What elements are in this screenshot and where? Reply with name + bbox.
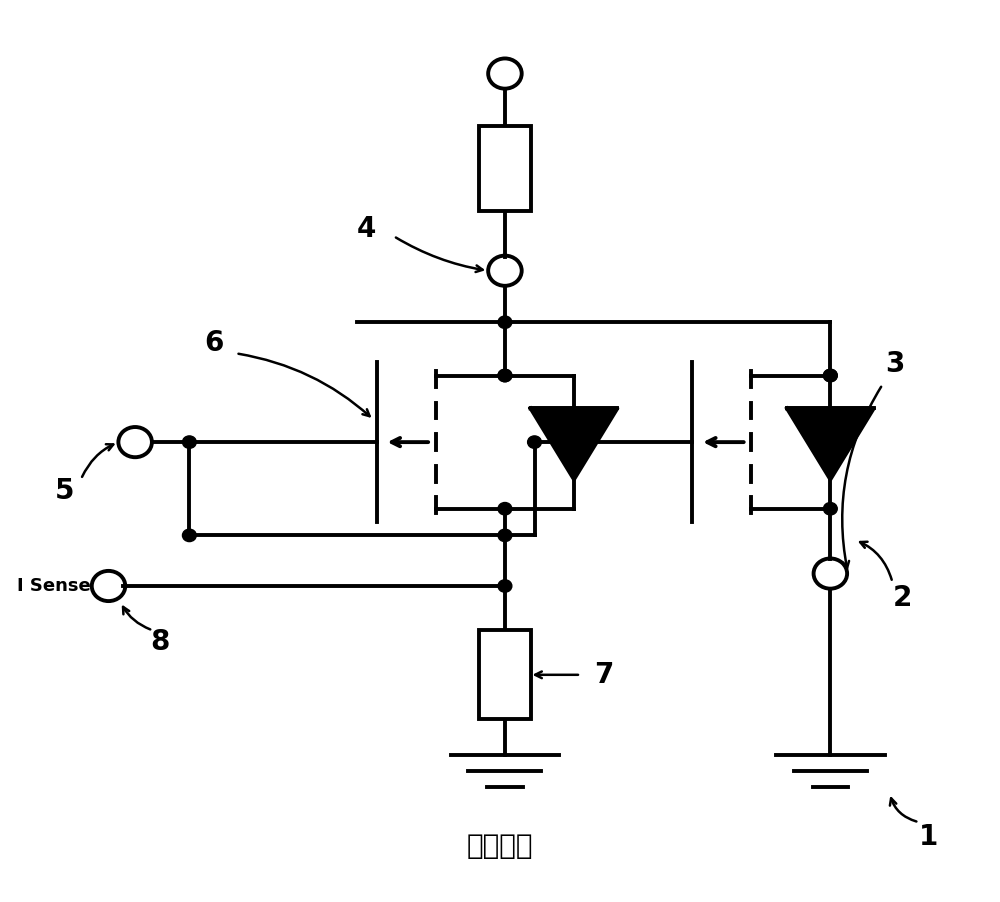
Text: I Sense: I Sense: [17, 577, 91, 595]
Text: 7: 7: [594, 661, 613, 689]
Text: 现有技术: 现有技术: [467, 833, 533, 861]
Text: 5: 5: [54, 477, 74, 505]
Text: 6: 6: [204, 328, 224, 356]
Bar: [479, 126, 531, 211]
Text: 3: 3: [885, 350, 904, 378]
Circle shape: [498, 502, 512, 515]
Circle shape: [823, 502, 837, 515]
Circle shape: [823, 369, 837, 382]
Circle shape: [498, 369, 512, 382]
Circle shape: [498, 316, 512, 328]
Circle shape: [498, 369, 512, 382]
Polygon shape: [531, 409, 617, 480]
Circle shape: [823, 369, 837, 382]
Circle shape: [182, 529, 196, 541]
Circle shape: [182, 436, 196, 448]
Text: 2: 2: [893, 584, 912, 612]
Circle shape: [498, 529, 512, 541]
Text: 1: 1: [919, 824, 939, 851]
Polygon shape: [787, 409, 874, 480]
Circle shape: [498, 580, 512, 593]
Circle shape: [528, 436, 541, 448]
Text: 8: 8: [150, 628, 169, 656]
Bar: [479, 630, 531, 719]
Text: 4: 4: [357, 215, 377, 243]
